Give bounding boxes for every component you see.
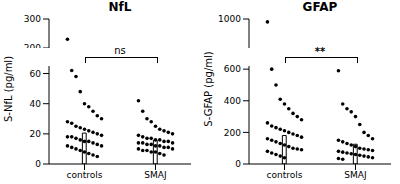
svg-text:60: 60 [30, 69, 42, 79]
svg-text:600: 600 [224, 64, 241, 74]
html-text:S-GFAP (pg/ml): S-GFAP (pg/ml) [202, 51, 214, 127]
svg-text:0: 0 [235, 159, 241, 169]
svg-text:controls: controls [67, 170, 103, 180]
svg-text:controls: controls [267, 170, 303, 180]
svg-text:20: 20 [30, 129, 42, 139]
html-text:GFAP: GFAP [302, 0, 338, 14]
svg-text:300: 300 [24, 14, 41, 24]
svg-text:0: 0 [35, 159, 41, 169]
svg-text:SMAJ: SMAJ [144, 170, 166, 180]
svg-text:SMAJ: SMAJ [344, 170, 366, 180]
html-text:ns: ns [114, 45, 126, 56]
svg-text:400: 400 [224, 96, 241, 106]
svg-text:1000: 1000 [218, 14, 241, 24]
html-text:S-NfL (pg/ml): S-NfL (pg/ml) [2, 56, 14, 122]
svg-text:200: 200 [224, 128, 241, 138]
svg-text:40: 40 [30, 99, 42, 109]
svg-text:200: 200 [24, 43, 41, 48]
html-text:NfL: NfL [108, 0, 132, 14]
